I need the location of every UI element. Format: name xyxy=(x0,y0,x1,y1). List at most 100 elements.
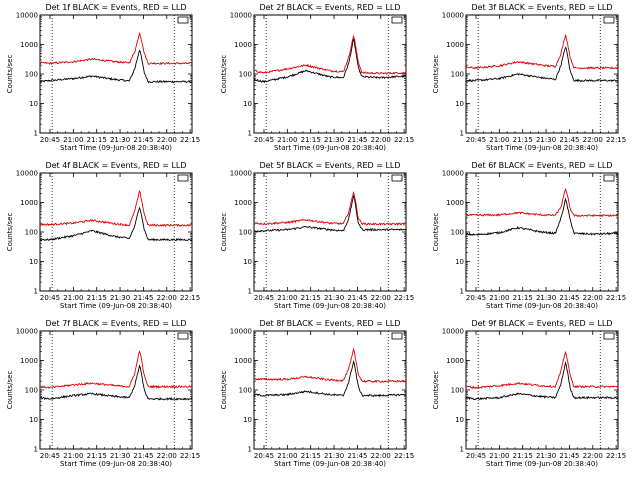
panel-title: Det 8f BLACK = Events, RED = LLD xyxy=(259,319,400,328)
plot-frame xyxy=(253,330,407,450)
x-tick-label: 21:30 xyxy=(536,136,556,144)
y-tick-label: 1 xyxy=(34,130,38,138)
y-tick-label: 10 xyxy=(29,100,38,108)
series-line-events xyxy=(465,361,619,401)
y-tick-label: 1 xyxy=(248,288,252,296)
plot-frame xyxy=(465,330,619,450)
x-axis-label: Start Time (09-Jun-08 20:38:40) xyxy=(486,460,598,468)
plot-frame xyxy=(39,172,193,292)
x-tick-label: 22:00 xyxy=(157,294,177,302)
y-tick-label: 1000 xyxy=(234,41,252,49)
x-axis-label: Start Time (09-Jun-08 20:38:40) xyxy=(60,302,172,310)
x-tick-label: 21:15 xyxy=(301,136,321,144)
y-axis-label: Counts/sec xyxy=(6,55,14,94)
y-tick-label: 1000 xyxy=(446,199,464,207)
y-axis-label: Counts/sec xyxy=(220,55,228,94)
x-tick-label: 21:30 xyxy=(110,452,130,460)
x-axis-label: Start Time (09-Jun-08 20:38:40) xyxy=(486,144,598,152)
y-tick-label: 100 xyxy=(451,229,464,237)
x-tick-label: 20:45 xyxy=(254,136,274,144)
x-tick-label: 22:00 xyxy=(583,136,603,144)
y-tick-label: 10 xyxy=(243,100,252,108)
x-tick-label: 20:45 xyxy=(40,294,60,302)
x-tick-label: 21:15 xyxy=(513,452,533,460)
y-tick-label: 1 xyxy=(460,288,464,296)
x-axis-label: Start Time (09-Jun-08 20:38:40) xyxy=(274,144,386,152)
series-line-events xyxy=(465,197,619,237)
x-tick-label: 22:15 xyxy=(606,294,626,302)
panel-title: Det 2f BLACK = Events, RED = LLD xyxy=(259,3,400,12)
y-axis-label: Counts/sec xyxy=(6,213,14,252)
x-tick-label: 20:45 xyxy=(40,452,60,460)
y-tick-label: 10 xyxy=(455,100,464,108)
panel-title: Det 7f BLACK = Events, RED = LLD xyxy=(45,319,186,328)
x-tick-label: 22:00 xyxy=(371,136,391,144)
panel-title: Det 9f BLACK = Events, RED = LLD xyxy=(471,319,612,328)
x-tick-label: 21:45 xyxy=(347,294,367,302)
x-tick-label: 21:00 xyxy=(63,294,83,302)
x-tick-label: 22:15 xyxy=(394,294,414,302)
series-line-events xyxy=(253,360,407,398)
series-line-lld xyxy=(465,187,619,218)
legend-box xyxy=(177,16,189,24)
y-tick-label: 1000 xyxy=(446,41,464,49)
x-tick-label: 21:45 xyxy=(559,294,579,302)
x-tick-label: 21:45 xyxy=(133,136,153,144)
x-tick-label: 21:45 xyxy=(133,294,153,302)
x-tick-label: 20:45 xyxy=(254,452,274,460)
y-tick-label: 1000 xyxy=(234,199,252,207)
x-tick-label: 20:45 xyxy=(254,294,274,302)
x-tick-label: 21:00 xyxy=(277,136,297,144)
y-tick-label: 10000 xyxy=(16,170,38,178)
series-line-events xyxy=(465,46,619,83)
x-tick-label: 22:00 xyxy=(371,294,391,302)
y-tick-label: 10 xyxy=(243,416,252,424)
x-tick-label: 21:00 xyxy=(277,452,297,460)
x-tick-label: 21:45 xyxy=(347,136,367,144)
legend-box xyxy=(603,16,615,24)
x-tick-label: 20:45 xyxy=(466,294,486,302)
y-tick-label: 100 xyxy=(451,71,464,79)
panel-title: Det 4f BLACK = Events, RED = LLD xyxy=(45,161,186,170)
y-tick-label: 10000 xyxy=(442,328,464,336)
x-tick-label: 21:15 xyxy=(513,136,533,144)
y-axis-label: Counts/sec xyxy=(6,371,14,410)
y-tick-label: 10000 xyxy=(16,328,38,336)
y-tick-label: 100 xyxy=(451,387,464,395)
y-axis-label: Counts/sec xyxy=(432,371,440,410)
x-tick-label: 21:00 xyxy=(489,136,509,144)
series-line-lld xyxy=(465,350,619,390)
x-tick-label: 21:00 xyxy=(63,136,83,144)
x-tick-label: 22:15 xyxy=(180,136,200,144)
y-tick-label: 10 xyxy=(243,258,252,266)
x-tick-label: 21:45 xyxy=(347,452,367,460)
y-tick-label: 1 xyxy=(34,288,38,296)
y-tick-label: 10 xyxy=(455,258,464,266)
x-tick-label: 20:45 xyxy=(466,136,486,144)
y-tick-label: 1000 xyxy=(20,199,38,207)
x-tick-label: 20:45 xyxy=(466,452,486,460)
legend-box xyxy=(391,174,403,182)
x-tick-label: 21:00 xyxy=(63,452,83,460)
y-tick-label: 1 xyxy=(460,446,464,454)
series-line-lld xyxy=(253,347,407,383)
series-line-events xyxy=(254,194,407,233)
x-axis-label: Start Time (09-Jun-08 20:38:40) xyxy=(274,302,386,310)
y-tick-label: 10 xyxy=(455,416,464,424)
series-line-events xyxy=(254,38,407,84)
x-tick-label: 21:30 xyxy=(536,452,556,460)
x-axis-label: Start Time (09-Jun-08 20:38:40) xyxy=(60,460,172,468)
series-line-events xyxy=(40,364,193,401)
y-tick-label: 1000 xyxy=(20,357,38,365)
y-tick-label: 100 xyxy=(239,387,252,395)
legend-box xyxy=(391,16,403,24)
x-tick-label: 21:15 xyxy=(87,452,107,460)
y-tick-label: 10000 xyxy=(230,328,252,336)
x-tick-label: 21:45 xyxy=(559,136,579,144)
panel-title: Det 5f BLACK = Events, RED = LLD xyxy=(259,161,400,170)
plot-frame xyxy=(39,330,193,450)
series-line-lld xyxy=(253,35,407,75)
x-tick-label: 21:30 xyxy=(324,452,344,460)
